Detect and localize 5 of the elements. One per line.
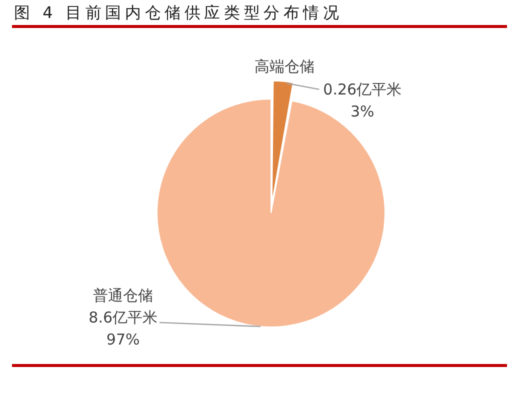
slice-label: 普通仓储 — [93, 286, 154, 304]
slice-label: 高端仓储 — [254, 57, 314, 76]
chart-title: 图 4 目前国内仓储供应类型分布情况 — [14, 3, 343, 23]
data-label: 0.26亿平米 3% — [323, 80, 402, 120]
data-label: 8.6亿平米 97% — [88, 308, 158, 348]
